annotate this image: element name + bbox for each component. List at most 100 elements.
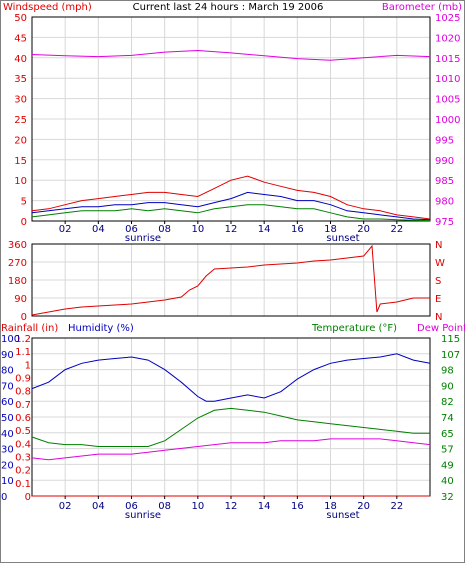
direction-tick-label: 0: [21, 312, 27, 323]
compass-tick-label: S: [435, 276, 441, 287]
temp-tick-label: 65: [441, 429, 454, 440]
compass-tick-label: N: [435, 240, 442, 251]
baro-tick-label: 1000: [435, 115, 460, 126]
rain-tick-label: 0.6: [15, 413, 31, 424]
humidity-tick-label: 30: [1, 445, 14, 456]
humidity-axis-label: Humidity (%): [68, 323, 134, 334]
x-tick-label: 22: [390, 224, 403, 235]
x-tick-label: 14: [258, 224, 271, 235]
baro-tick-label: 1025: [435, 13, 460, 24]
baro-tick-label: 990: [435, 156, 454, 167]
rain-tick-label: 0.4: [15, 439, 31, 450]
compass-tick-label: E: [435, 294, 441, 305]
panel1-sunset-label: sunset: [326, 233, 359, 244]
humidity-tick-label: 60: [1, 397, 14, 408]
rain-tick-label: 0: [25, 492, 31, 503]
direction-tick-label: 360: [8, 240, 27, 251]
direction-tick-label: 180: [8, 276, 27, 287]
temp-tick-label: 57: [441, 445, 454, 456]
x-tick-label: 10: [191, 501, 204, 512]
panel3-sunset-label: sunset: [326, 510, 359, 521]
direction-tick-label: 270: [8, 258, 27, 269]
wind-tick-label: 20: [14, 135, 27, 146]
rain-tick-label: 1: [25, 360, 31, 371]
x-tick-label: 16: [291, 224, 304, 235]
x-tick-label: 18: [324, 501, 337, 512]
x-tick-label: 10: [191, 224, 204, 235]
panel2-left-ticks: 360 270 180 90 0: [8, 240, 27, 323]
humidity-tick-label: 70: [1, 381, 14, 392]
dewpoint-axis-label: Dew Point: [417, 323, 465, 334]
rain-tick-label: 1.2: [15, 334, 31, 345]
baro-tick-label: 1010: [435, 74, 460, 85]
x-tick-label: 08: [158, 224, 171, 235]
dewpoint-line: [31, 438, 431, 461]
barometer-line: [31, 49, 431, 61]
baro-tick-label: 975: [435, 217, 454, 228]
chart-title: Current last 24 hours : March 19 2006: [133, 2, 324, 13]
wind-tick-label: 45: [14, 33, 27, 44]
rain-tick-label: 0.8: [15, 387, 31, 398]
x-tick-label: 04: [92, 501, 105, 512]
baro-tick-label: 980: [435, 197, 454, 208]
rain-tick-label: 1.1: [15, 347, 31, 358]
rain-tick-label: 0.7: [15, 400, 31, 411]
panel3-sunrise-label: sunrise: [125, 510, 161, 521]
x-tick-label: 12: [225, 224, 238, 235]
wind-tick-label: 15: [14, 156, 27, 167]
panel3-rain-ticks: 1.2 1.1 1 0.9 0.8 0.7 0.6 0.5 0.4 0.3 0.2 0.1 0: [15, 334, 31, 503]
x-tick-label: 02: [59, 224, 72, 235]
x-tick-label: 18: [324, 224, 337, 235]
humidity-tick-label: 10: [1, 476, 14, 487]
panel3-grid: [32, 338, 430, 496]
x-tick-label: 02: [59, 501, 72, 512]
panel3-x-ticks: 02 04 06 08 10 12 14 16 18 20 22: [59, 496, 403, 512]
compass-tick-label: W: [435, 258, 445, 269]
temp-tick-label: 74: [441, 413, 454, 424]
x-tick-label: 04: [92, 224, 105, 235]
x-tick-label: 20: [357, 501, 370, 512]
wind-tick-label: 50: [14, 13, 27, 24]
baro-tick-label: 995: [435, 135, 454, 146]
rain-tick-label: 0.1: [15, 479, 31, 490]
temperature-axis-label: Temperature (°F): [311, 323, 397, 334]
humidity-tick-label: 100: [1, 334, 20, 345]
temp-tick-label: 40: [441, 476, 454, 487]
baro-tick-label: 1020: [435, 33, 460, 44]
panel3-temp-ticks: 115 107 98 90 82 74 65 57 49 40 32: [441, 334, 460, 503]
x-tick-label: 12: [225, 501, 238, 512]
baro-tick-label: 1015: [435, 54, 460, 65]
x-tick-label: 06: [125, 224, 138, 235]
gust-line: [31, 191, 431, 221]
x-tick-label: 20: [357, 224, 370, 235]
wind-tick-label: 5: [21, 197, 27, 208]
wind-tick-label: 30: [14, 95, 27, 106]
wind-direction-line: [31, 244, 430, 316]
wind-tick-label: 40: [14, 54, 27, 65]
humidity-tick-label: 40: [1, 429, 14, 440]
x-tick-label: 22: [390, 501, 403, 512]
baro-tick-label: 985: [435, 176, 454, 187]
panel2-plot-area: [31, 243, 431, 317]
temp-tick-label: 49: [441, 460, 454, 471]
x-tick-label: 06: [125, 501, 138, 512]
panel1-series: [31, 49, 431, 222]
humidity-tick-label: 90: [1, 350, 14, 361]
rain-axis-label: Rainfall (in): [1, 323, 58, 334]
panel2-series: [31, 244, 430, 316]
windspeed-line: [31, 175, 431, 220]
temp-tick-label: 115: [441, 334, 460, 345]
humidity-tick-label: 50: [1, 413, 14, 424]
wind-axis-label: Windspeed (mph): [3, 2, 92, 13]
wind-tick-label: 35: [14, 74, 27, 85]
temp-tick-label: 107: [441, 350, 460, 361]
baro-axis-label: Barometer (mb): [382, 2, 462, 13]
humidity-tick-label: 0: [1, 492, 7, 503]
panel1-x-ticks: 02 04 06 08 10 12 14 16 18 20 22: [59, 221, 403, 235]
rain-tick-label: 0.9: [15, 374, 31, 385]
